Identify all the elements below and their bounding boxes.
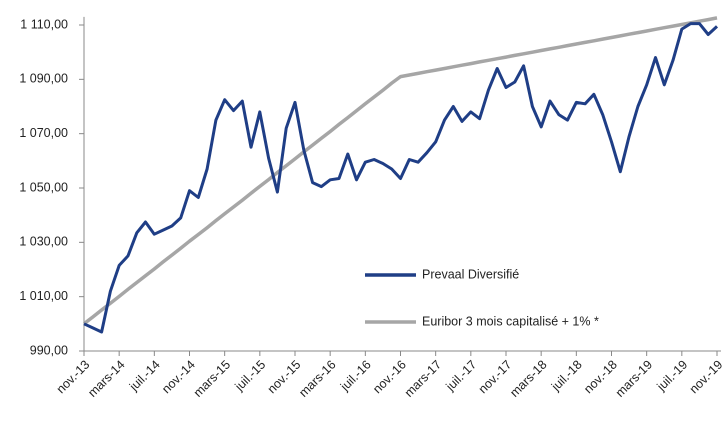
y-tick-label: 1 050,00 [19,180,68,194]
y-tick-label: 1 030,00 [19,235,68,249]
y-tick-label: 1 090,00 [19,72,68,86]
legend-label: Prevaal Diversifié [422,267,519,281]
x-tick-label: juil.-17 [443,358,480,395]
y-tick-label: 1 070,00 [19,126,68,140]
y-tick-label: 1 110,00 [20,17,68,31]
x-tick-label: mars-15 [191,358,233,400]
x-tick-label: juil.-15 [232,358,269,395]
y-tick-label: 1 010,00 [19,289,68,303]
x-tick-label: mars-16 [296,358,338,400]
y-tick-label: 990,00 [30,343,68,357]
x-tick-label: juil.-19 [654,358,691,395]
x-tick-label: juil.-14 [126,358,163,395]
x-tick-label: mars-19 [613,358,655,400]
legend-label: Euribor 3 mois capitalisé + 1% * [422,314,599,328]
x-tick-label: mars-17 [402,358,444,400]
x-tick-label: juil.-16 [337,358,374,395]
x-tick-label: mars-14 [85,358,127,400]
series-line [82,16,718,326]
x-tick-label: nov.-19 [687,358,722,397]
x-tick-label: juil.-18 [548,358,585,395]
x-tick-label: mars-18 [507,358,549,400]
series-line [83,22,719,334]
